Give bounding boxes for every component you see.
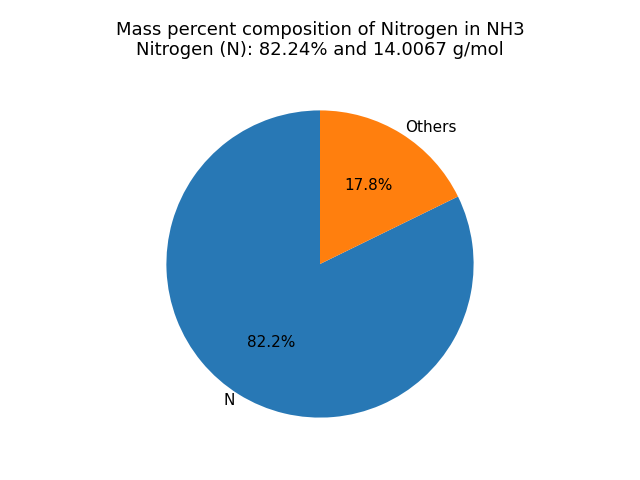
Wedge shape xyxy=(166,110,474,418)
Text: 82.2%: 82.2% xyxy=(247,335,296,350)
Text: 17.8%: 17.8% xyxy=(344,178,393,193)
Title: Mass percent composition of Nitrogen in NH3
Nitrogen (N): 82.24% and 14.0067 g/m: Mass percent composition of Nitrogen in … xyxy=(116,21,524,60)
Text: Others: Others xyxy=(405,120,457,135)
Text: N: N xyxy=(223,393,235,408)
Wedge shape xyxy=(320,110,458,264)
